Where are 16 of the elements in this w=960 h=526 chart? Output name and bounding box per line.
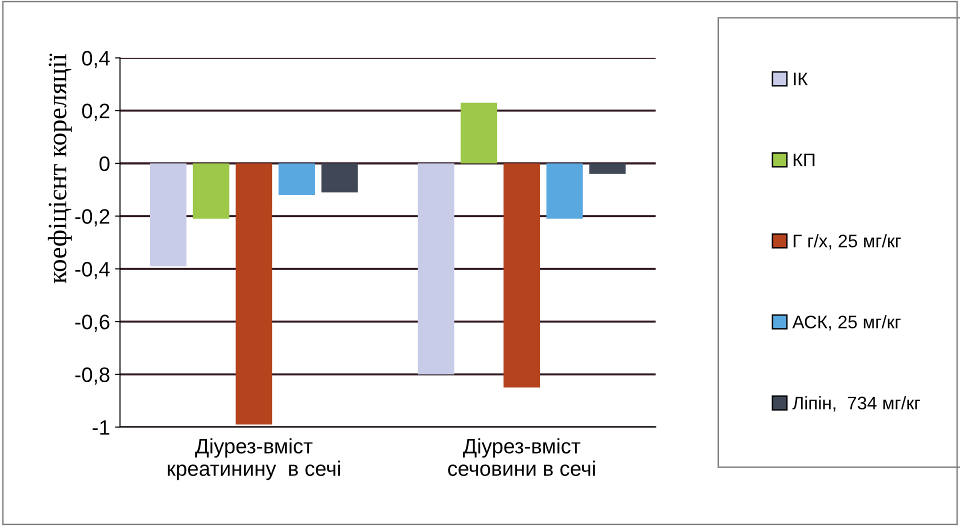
y-axis-title: коефіцієнт кореляції bbox=[48, 54, 72, 284]
y-tick-label: -1 bbox=[92, 420, 110, 435]
x-tick-label: Діурез-вміст креатинину в сечі bbox=[168, 438, 340, 480]
legend-label: ІК bbox=[794, 72, 808, 86]
y-tick-label: -0,6 bbox=[75, 314, 110, 332]
legend-label: Ліпін, 734 мг/кг bbox=[792, 396, 920, 412]
y-tick-label: -0,2 bbox=[75, 209, 110, 226]
y-tick-label: -0,4 bbox=[75, 262, 110, 280]
legend-label: КП bbox=[794, 154, 814, 166]
y-tick-label: 0,4 bbox=[82, 50, 110, 68]
legend-label: АСК, 25 мг/кг bbox=[792, 315, 901, 331]
y-tick-label: 0 bbox=[100, 156, 110, 172]
x-tick-label: Діурез-вміст сечовини в сечі bbox=[448, 438, 595, 476]
y-tick-label: -0,8 bbox=[75, 367, 110, 385]
y-tick-label: 0,2 bbox=[82, 104, 110, 121]
legend-label: Г г/х, 25 мг/кг bbox=[794, 234, 901, 250]
